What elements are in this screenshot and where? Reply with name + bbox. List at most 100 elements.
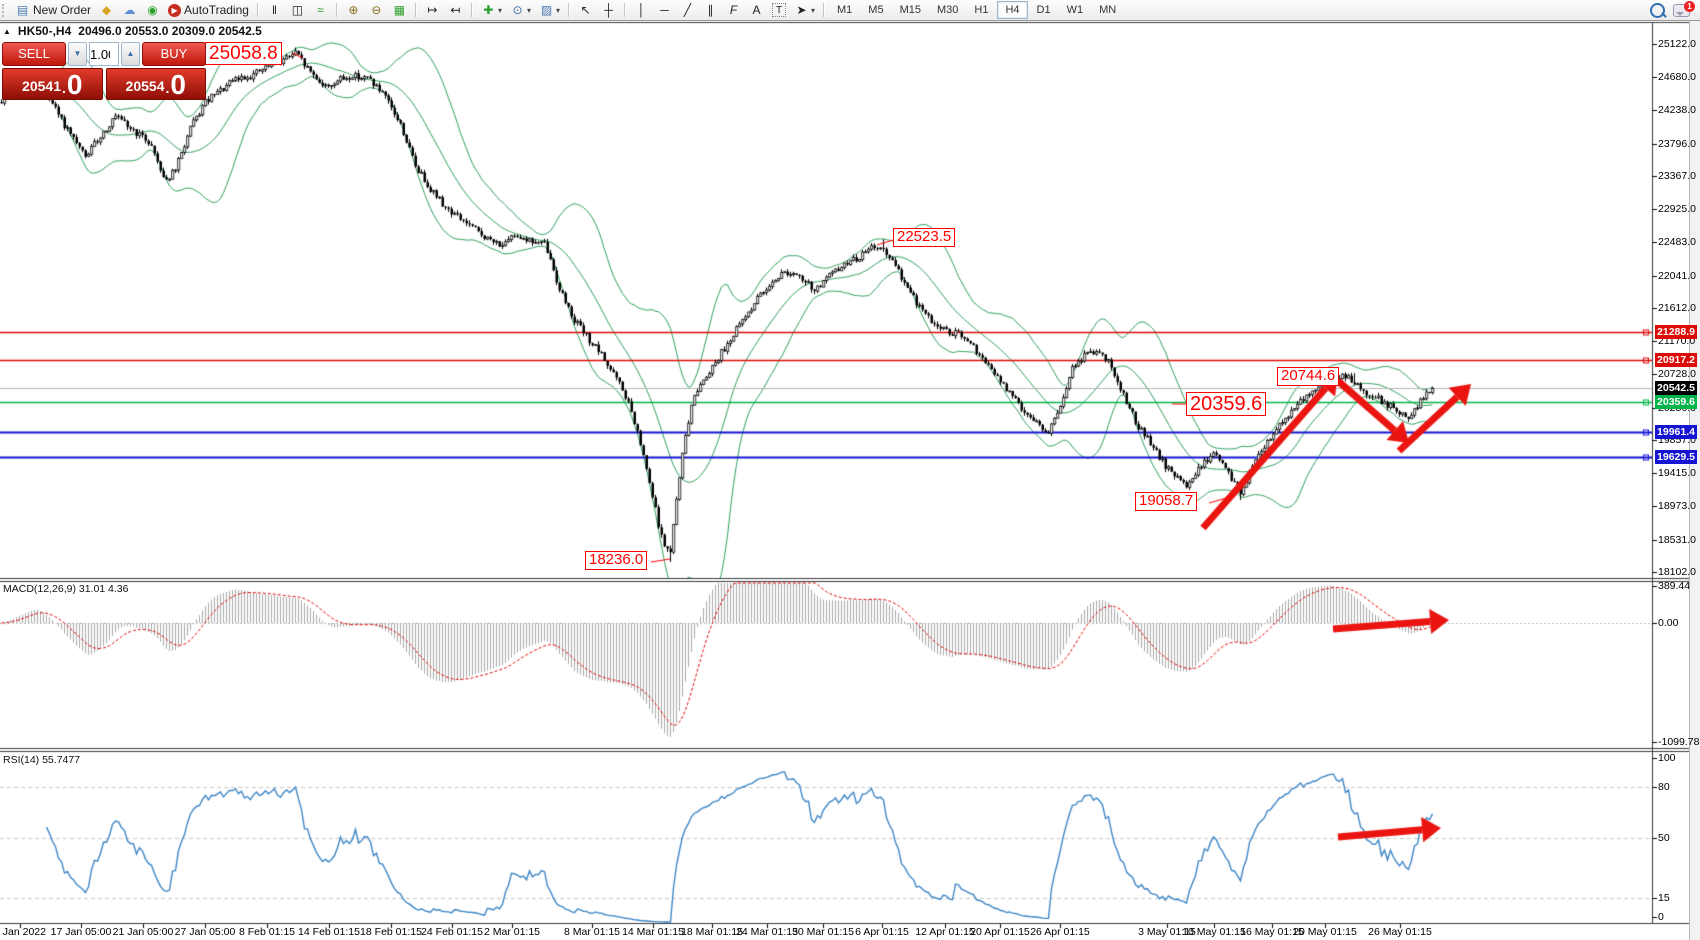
- timeframe-button-m5[interactable]: M5: [868, 4, 884, 16]
- zoom-in-button[interactable]: ⊕: [342, 1, 365, 19]
- date-axis-label: 14 Mar 01:15: [622, 926, 684, 938]
- zoom-out-button[interactable]: ⊖: [365, 1, 388, 19]
- price-axis-label: 20728.0: [1658, 368, 1696, 381]
- autotrading-label: AutoTrading: [184, 3, 249, 17]
- date-axis-label: 2 Mar 01:15: [483, 926, 541, 938]
- separator: [256, 3, 259, 17]
- timeframe-button-m1[interactable]: M1: [837, 4, 853, 16]
- price-annotation[interactable]: 22523.5: [893, 228, 956, 247]
- signal-icon: ◉: [147, 2, 158, 17]
- timeframe-button-h4[interactable]: H4: [997, 1, 1028, 19]
- buy-price: 20554: [125, 78, 165, 94]
- line-chart-button[interactable]: ≈: [309, 1, 332, 19]
- price-axis-label: 21612.0: [1658, 301, 1696, 314]
- separator: [414, 3, 417, 17]
- timeframe-button-w1[interactable]: W1: [1066, 4, 1084, 16]
- volume-input[interactable]: [89, 42, 119, 66]
- vline-tool-button[interactable]: │: [630, 1, 653, 19]
- autotrading-icon: ▶: [168, 3, 182, 17]
- timeframe-button-m30[interactable]: M30: [936, 4, 959, 16]
- cloud-button[interactable]: ☁: [118, 1, 141, 19]
- timeframe-button-m15[interactable]: M15: [899, 4, 921, 16]
- search-icon[interactable]: [1650, 2, 1665, 18]
- sell-price-pips: 0: [66, 69, 83, 100]
- sell-price-display[interactable]: 20541 . 0: [2, 68, 103, 100]
- text-label-tool-button[interactable]: T: [768, 1, 790, 19]
- chevron-down-icon: ▾: [811, 5, 816, 15]
- signal-button[interactable]: ◉: [141, 1, 164, 19]
- timeframe-button-h1[interactable]: H1: [974, 4, 989, 16]
- crosshair-tool-button[interactable]: ┼: [597, 1, 620, 19]
- price-annotation[interactable]: 19058.7: [1135, 492, 1198, 511]
- date-axis-label: 21 Jan 05:00: [112, 926, 174, 938]
- new-order-label: New Order: [33, 3, 92, 17]
- chat-notification-icon[interactable]: 1: [1673, 0, 1695, 17]
- price-level-badge: 20542.5: [1655, 381, 1697, 396]
- autotrading-button[interactable]: ▶ AutoTrading: [164, 1, 253, 19]
- price-axis-label: 18531.0: [1658, 533, 1696, 546]
- periods-button[interactable]: ⊙ ▾: [506, 1, 535, 19]
- date-axis-label: 14 Feb 01:15: [298, 926, 360, 938]
- price-axis-label: 22041.0: [1658, 269, 1696, 282]
- price-axis-label: 22925.0: [1658, 203, 1696, 216]
- price-annotation[interactable]: 18236.0: [585, 551, 648, 570]
- trendline-tool-button[interactable]: ╱: [676, 1, 699, 19]
- date-axis-label: 27 Jan 05:00: [174, 926, 236, 938]
- timeframe-toolbar: M1 M5 M15 M30 H1 H4 D1 W1 MN: [829, 1, 1124, 19]
- equidistant-channel-icon: ∥: [707, 2, 714, 17]
- price-axis-label: 18973.0: [1658, 500, 1696, 513]
- new-order-button[interactable]: ▤ New Order: [11, 1, 95, 19]
- cursor-tool-button[interactable]: ↖: [574, 1, 597, 19]
- channel-tool-button[interactable]: ∥: [699, 1, 722, 19]
- price-axis-label: 18102.0: [1658, 565, 1696, 578]
- templates-button[interactable]: ▨ ▾: [535, 1, 564, 19]
- indicators-button[interactable]: ✚ ▾: [477, 1, 506, 19]
- timeframe-button-mn[interactable]: MN: [1099, 4, 1117, 16]
- price-level-badge: 19629.5: [1655, 450, 1697, 465]
- toolbar-drag-handle[interactable]: [2, 3, 8, 17]
- buy-price-separator: .: [165, 80, 170, 96]
- fibonacci-tool-button[interactable]: F: [722, 1, 745, 19]
- cursor-icon: ↖: [580, 2, 591, 17]
- bar-chart-button[interactable]: ‖: [263, 1, 286, 19]
- text-icon: A: [752, 2, 761, 17]
- main-toolbar: ▤ New Order ◆ ☁ ◉ ▶ AutoTrading ‖ ◫ ≈ ⊕ …: [0, 0, 1700, 21]
- price-annotation[interactable]: 20359.6: [1186, 392, 1267, 417]
- chart-shift-button[interactable]: ↤: [444, 1, 467, 19]
- text-tool-button[interactable]: A: [745, 1, 768, 19]
- auto-scroll-button[interactable]: ↦: [421, 1, 444, 19]
- buy-price-display[interactable]: 20554 . 0: [105, 68, 206, 100]
- buy-button[interactable]: BUY: [142, 42, 206, 66]
- sell-button[interactable]: SELL: [2, 42, 66, 66]
- price-level-badge: 19961.4: [1655, 425, 1697, 440]
- periods-clock-icon: ⊙: [512, 2, 523, 17]
- zoom-in-icon: ⊕: [348, 2, 359, 17]
- price-annotation[interactable]: 25058.8: [205, 42, 282, 66]
- volume-increase-button[interactable]: ▲: [121, 42, 140, 66]
- chart-ohlc-quotes: 20496.0 20553.0 20309.0 20542.5: [78, 24, 262, 38]
- macd-axis-label: -1099.78: [1658, 736, 1700, 748]
- chart-shift-icon: ↤: [450, 2, 461, 17]
- date-axis-label: 26 Apr 01:15: [1030, 926, 1090, 938]
- hline-tool-button[interactable]: ─: [653, 1, 676, 19]
- chevron-down-icon: ▾: [497, 5, 502, 15]
- tile-windows-button[interactable]: ▦: [388, 1, 411, 19]
- zoom-out-icon: ⊖: [371, 2, 382, 17]
- arrows-tool-button[interactable]: ➤ ▾: [790, 1, 819, 19]
- date-axis-label: 18 Mar 01:15: [681, 926, 743, 938]
- timeframe-button-d1[interactable]: D1: [1036, 4, 1051, 16]
- candlestick-chart-button[interactable]: ◫: [286, 1, 309, 19]
- separator: [568, 3, 570, 17]
- metaeditor-button[interactable]: ◆: [95, 1, 118, 19]
- trendline-icon: ╱: [683, 2, 692, 17]
- separator: [823, 3, 826, 17]
- rsi-axis-label: 80: [1658, 781, 1670, 793]
- price-axis-label: 24238.0: [1658, 104, 1696, 117]
- fibonacci-icon: F: [729, 2, 738, 17]
- price-axis-label: 22483.0: [1658, 236, 1696, 249]
- vertical-line-icon: │: [637, 2, 646, 17]
- volume-decrease-button[interactable]: ▼: [68, 42, 87, 66]
- price-annotation[interactable]: 20744.6: [1277, 367, 1340, 386]
- price-axis-label: 24680.0: [1658, 71, 1696, 84]
